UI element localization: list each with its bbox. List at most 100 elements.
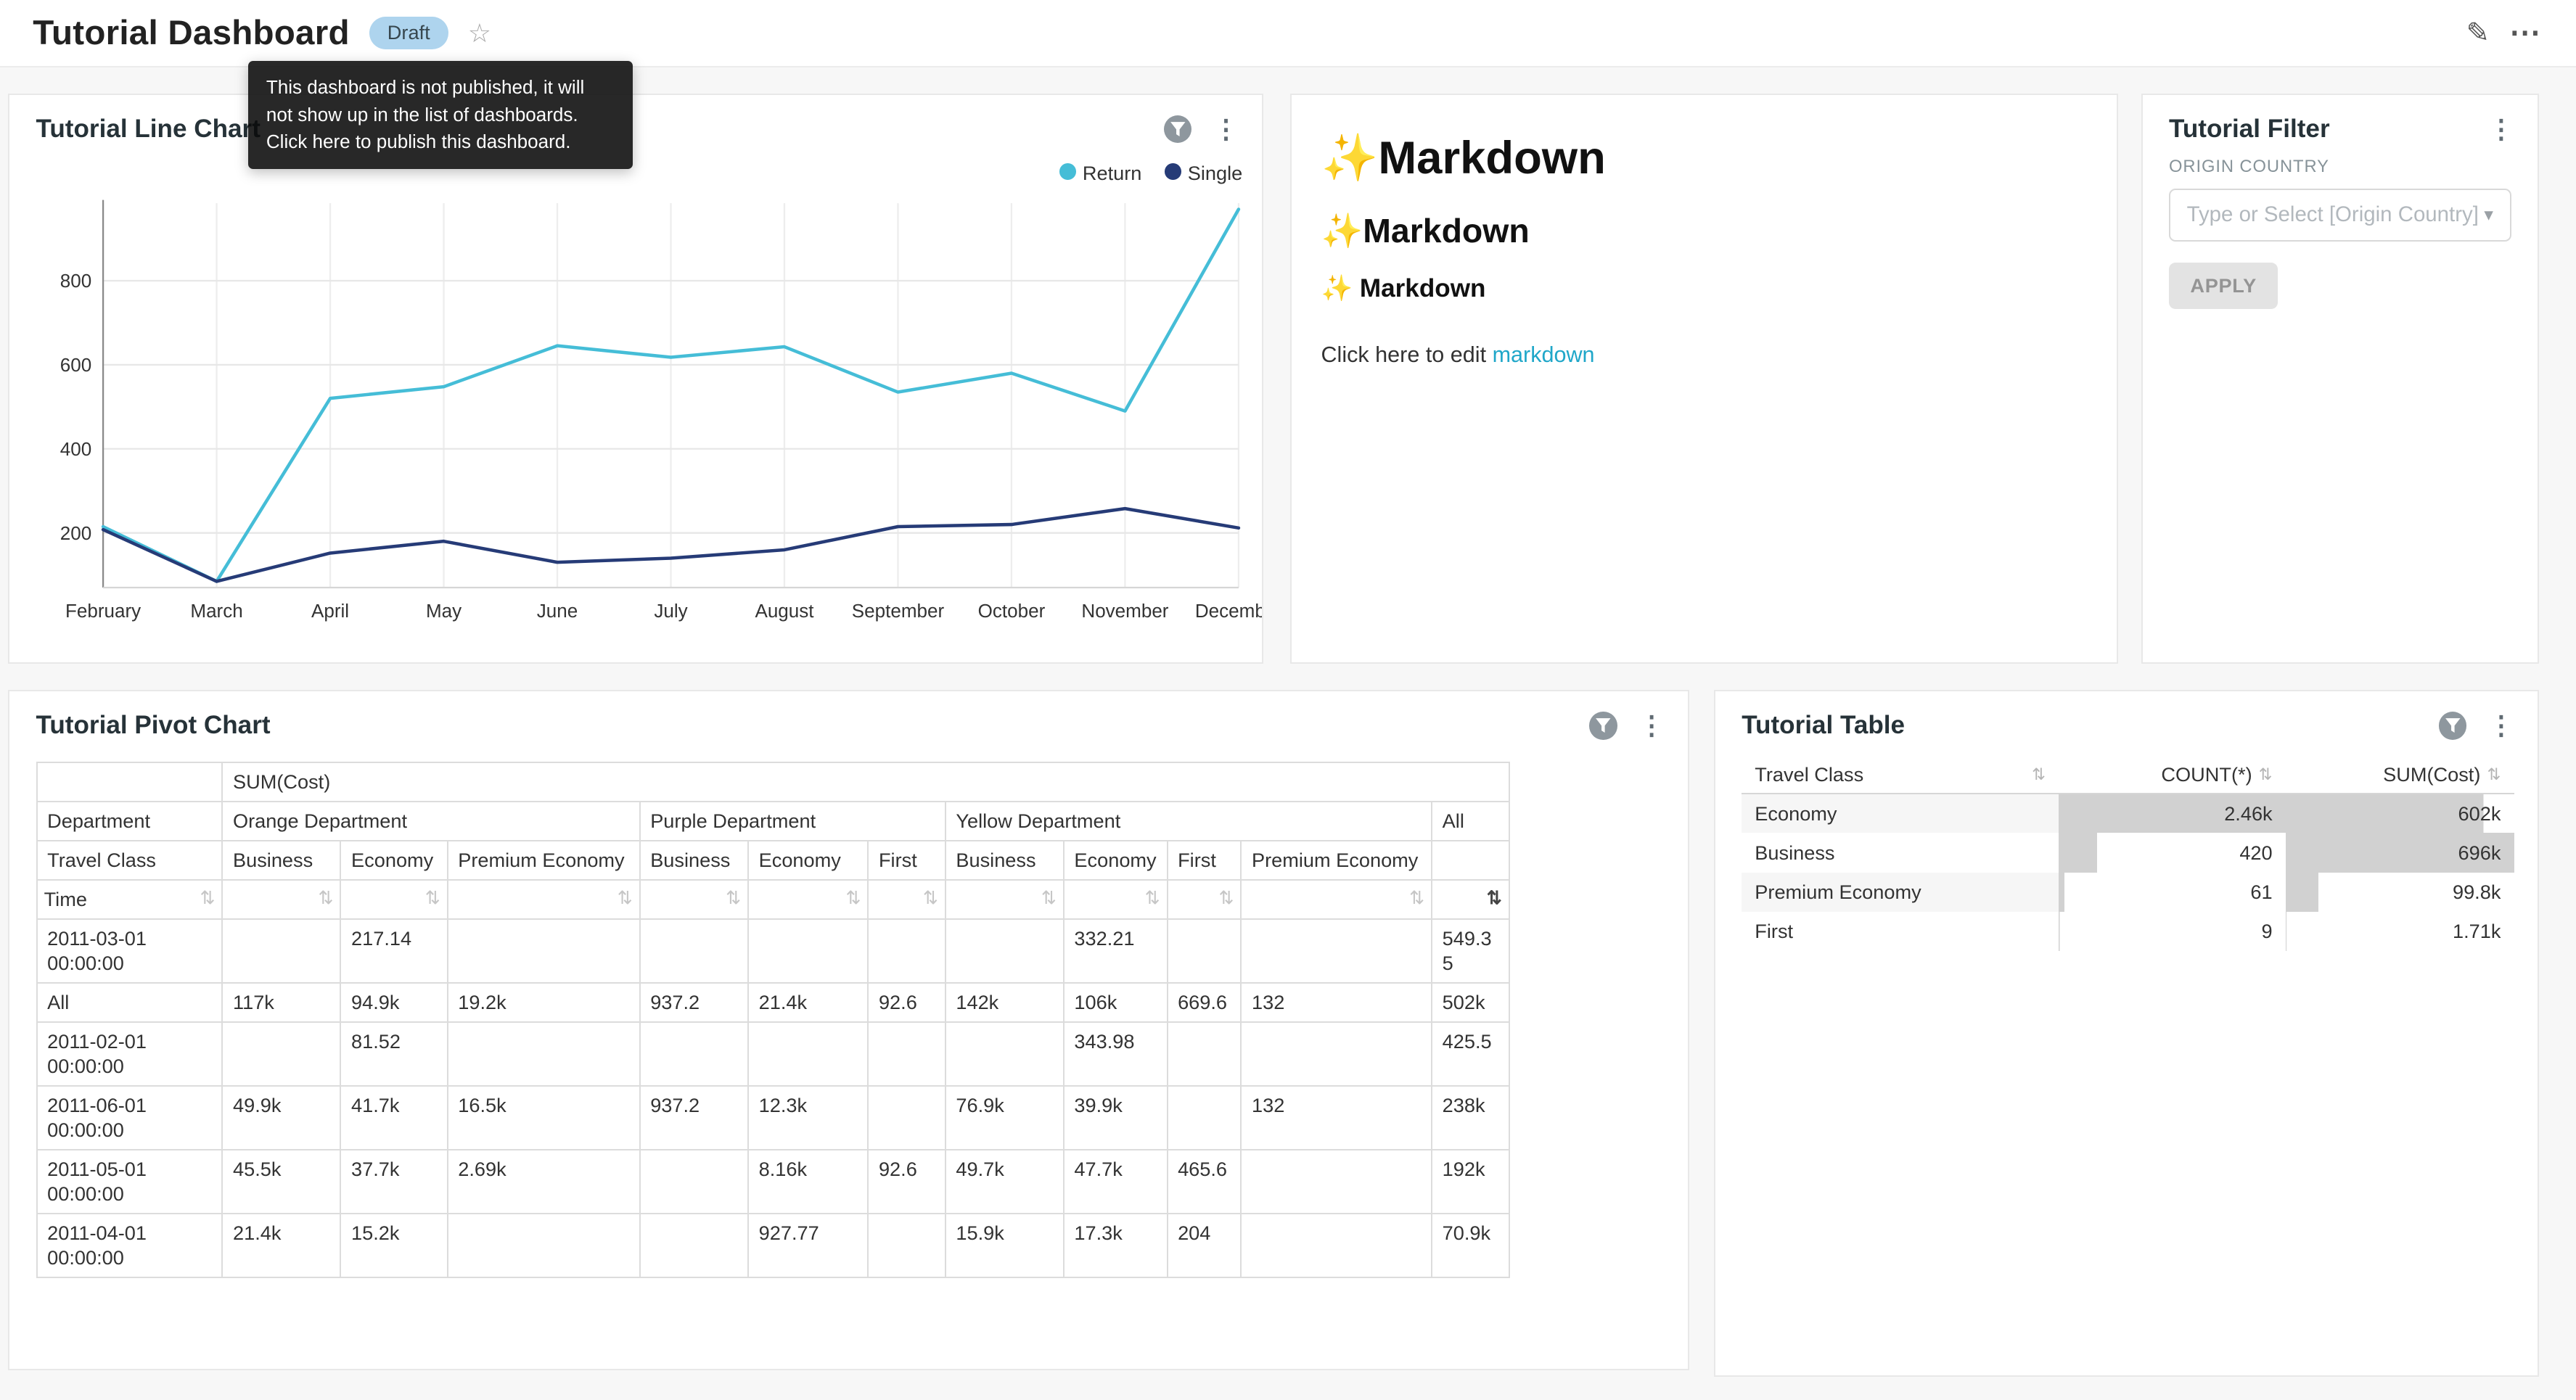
markdown-h3: ✨ Markdown <box>1321 273 2087 303</box>
filter-indicator-icon[interactable] <box>2439 712 2466 739</box>
pivot-cell: 39.9k <box>1064 1086 1168 1150</box>
column-sort-icon[interactable]: ⇅ <box>2032 765 2046 784</box>
line-chart-menu-icon[interactable]: ⋮ <box>1213 116 1239 142</box>
sum-cost-cell: 1.71k <box>2286 912 2514 951</box>
table-row[interactable]: Premium Economy6199.8k <box>1742 873 2514 912</box>
apply-button[interactable]: APPLY <box>2169 263 2278 309</box>
table-sort-header[interactable]: Travel Class⇅ <box>1742 757 2059 794</box>
pivot-group-header: Orange Department <box>222 802 639 841</box>
count-cell: 61 <box>2059 873 2286 912</box>
count-cell: 2.46k <box>2059 794 2286 833</box>
sort-icon[interactable]: ⇅ <box>319 887 334 910</box>
pivot-row-label: All <box>37 983 223 1022</box>
markdown-footer-text: Click here to edit <box>1321 342 1492 367</box>
markdown-edit-link[interactable]: markdown <box>1493 342 1595 367</box>
pivot-row: 2011-05-01 00:00:0045.5k37.7k2.69k8.16k9… <box>37 1150 1509 1214</box>
origin-country-select[interactable]: Type or Select [Origin Country] ▾ <box>2169 189 2511 241</box>
svg-text:February: February <box>65 599 141 621</box>
pivot-axis-travel-class: Travel Class <box>37 841 223 880</box>
table-card-menu-icon[interactable]: ⋮ <box>2488 712 2514 738</box>
sort-icon[interactable]: ⇅ <box>726 887 741 910</box>
chart-legend: Return Single <box>9 160 1262 186</box>
pivot-cell: 21.4k <box>222 1214 340 1277</box>
sort-icon[interactable]: ⇅ <box>425 887 440 910</box>
line-chart-title: Tutorial Line Chart <box>36 115 261 144</box>
pivot-cell: 502k <box>1432 983 1509 1022</box>
pivot-row: All117k94.9k19.2k937.221.4k92.6142k106k6… <box>37 983 1509 1022</box>
column-sort-icon[interactable]: ⇅ <box>2487 765 2501 784</box>
edit-dashboard-icon[interactable]: ✎ <box>2466 17 2490 49</box>
svg-text:May: May <box>426 599 462 621</box>
svg-text:400: 400 <box>60 437 91 459</box>
pivot-cell <box>640 1214 748 1277</box>
count-cell: 420 <box>2059 833 2286 872</box>
sort-desc-icon[interactable]: ⇅ <box>1487 887 1502 910</box>
sort-icon[interactable]: ⇅ <box>923 887 938 910</box>
filter-card-header: Tutorial Filter ⋮ <box>2143 95 2538 144</box>
table-sort-header[interactable]: SUM(Cost)⇅ <box>2286 757 2514 794</box>
pivot-row-label: 2011-02-01 00:00:00 <box>37 1022 223 1086</box>
table-card-header: Tutorial Table ⋮ <box>1715 691 2538 740</box>
legend-item-single[interactable]: Single <box>1165 162 1242 185</box>
chevron-down-icon: ▾ <box>2484 204 2493 226</box>
pivot-chart-card: Tutorial Pivot Chart ⋮ SUM(Cost)Departme… <box>8 690 1689 1370</box>
pivot-cell: 217.14 <box>340 919 447 983</box>
pivot-card-title: Tutorial Pivot Chart <box>36 711 271 740</box>
pivot-cell <box>868 1214 945 1277</box>
svg-text:800: 800 <box>60 270 91 292</box>
sort-icon[interactable]: ⇅ <box>1145 887 1160 910</box>
pivot-class-header <box>1432 841 1509 880</box>
pivot-group-header: Yellow Department <box>946 802 1432 841</box>
page-title: Tutorial Dashboard <box>33 13 349 53</box>
pivot-cell: 204 <box>1168 1214 1242 1277</box>
pivot-row-label: 2011-06-01 00:00:00 <box>37 1086 223 1150</box>
filter-indicator-icon[interactable] <box>1164 115 1191 143</box>
column-sort-icon[interactable]: ⇅ <box>2259 765 2273 784</box>
pivot-axis-time: Time⇅ <box>37 880 223 919</box>
pivot-cell: 92.6 <box>868 1150 945 1214</box>
markdown-card[interactable]: ✨Markdown ✨Markdown ✨ Markdown Click her… <box>1290 94 2118 664</box>
pivot-cell <box>1241 1150 1432 1214</box>
pivot-row: 2011-02-01 00:00:0081.52343.98425.5 <box>37 1022 1509 1086</box>
filter-indicator-icon[interactable] <box>1589 712 1617 739</box>
sort-icon[interactable]: ⇅ <box>200 887 216 910</box>
pivot-cell <box>868 1086 945 1150</box>
draft-badge[interactable]: Draft <box>369 17 448 50</box>
pivot-card-menu-icon[interactable]: ⋮ <box>1638 712 1665 738</box>
svg-text:April: April <box>311 599 349 621</box>
pivot-cell: 70.9k <box>1432 1214 1509 1277</box>
table-sort-header[interactable]: COUNT(*)⇅ <box>2059 757 2286 794</box>
pivot-row-label: 2011-03-01 00:00:00 <box>37 919 223 983</box>
filter-card-menu-icon[interactable]: ⋮ <box>2488 116 2514 142</box>
sort-icon[interactable]: ⇅ <box>1409 887 1424 910</box>
sum-cost-cell: 602k <box>2286 794 2514 833</box>
pivot-cell <box>1241 1022 1432 1086</box>
pivot-cell <box>448 919 640 983</box>
pivot-cell: 41.7k <box>340 1086 447 1150</box>
pivot-cell <box>1241 919 1432 983</box>
pivot-class-header: First <box>868 841 945 880</box>
count-cell: 9 <box>2059 912 2286 951</box>
pivot-cell: 47.7k <box>1064 1150 1168 1214</box>
markdown-h1: ✨Markdown <box>1321 131 2087 185</box>
pivot-cell <box>868 1022 945 1086</box>
pivot-cell <box>868 919 945 983</box>
pivot-table: SUM(Cost)DepartmentOrange DepartmentPurp… <box>36 762 1510 1278</box>
pivot-cell <box>640 1022 748 1086</box>
legend-item-return[interactable]: Return <box>1059 162 1141 185</box>
svg-text:September: September <box>852 599 945 621</box>
more-actions-icon[interactable]: ⋯ <box>2509 15 2540 51</box>
table-row[interactable]: First91.71k <box>1742 912 2514 951</box>
table-row[interactable]: Economy2.46k602k <box>1742 794 2514 833</box>
pivot-cell <box>1168 919 1242 983</box>
sort-icon[interactable]: ⇅ <box>1218 887 1234 910</box>
unpublished-tooltip[interactable]: This dashboard is not published, it will… <box>248 61 633 170</box>
sort-icon[interactable]: ⇅ <box>618 887 633 910</box>
table-row[interactable]: Business420696k <box>1742 833 2514 872</box>
sort-icon[interactable]: ⇅ <box>1041 887 1057 910</box>
pivot-class-header: Premium Economy <box>448 841 640 880</box>
favorite-star-icon[interactable]: ☆ <box>468 17 491 49</box>
markdown-footer: Click here to edit markdown <box>1321 342 2087 368</box>
pivot-cell <box>1168 1022 1242 1086</box>
sort-icon[interactable]: ⇅ <box>845 887 861 910</box>
